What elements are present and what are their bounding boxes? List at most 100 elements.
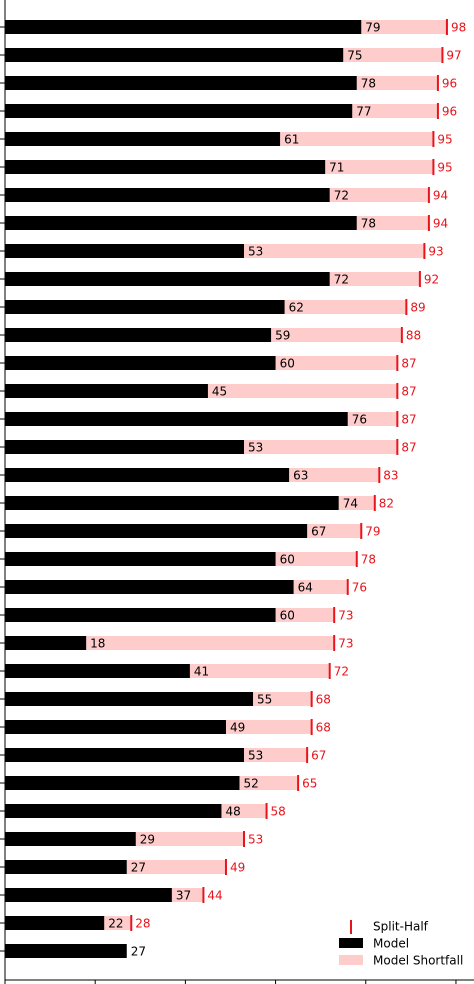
model-bar (5, 748, 245, 762)
model-bar (5, 132, 281, 146)
model-bar (5, 636, 87, 650)
model-value-label: 72 (334, 189, 349, 203)
model-value-label: 72 (334, 273, 349, 287)
model-bar (5, 468, 290, 482)
model-value-label: 74 (343, 497, 358, 511)
model-bar (5, 440, 245, 454)
shortfall-bar (189, 664, 330, 678)
model-bar (5, 552, 276, 566)
shortfall-bar (104, 916, 132, 930)
shortfall-bar (289, 468, 380, 482)
split-half-value-label: 73 (338, 637, 353, 651)
split-half-value-label: 87 (401, 357, 416, 371)
model-value-label: 53 (248, 749, 263, 763)
model-bar (5, 916, 105, 930)
model-value-label: 22 (108, 917, 123, 931)
shortfall-bar (275, 552, 357, 566)
shortfall-bar (329, 188, 429, 202)
model-bar (5, 20, 362, 34)
legend-model-swatch (339, 938, 363, 948)
split-half-value-label: 98 (451, 21, 466, 35)
shortfall-bar (352, 104, 438, 118)
model-value-label: 62 (289, 301, 304, 315)
split-half-value-label: 68 (316, 693, 331, 707)
model-bar (5, 272, 330, 286)
model-bar (5, 608, 276, 622)
split-half-value-label: 28 (135, 917, 150, 931)
split-half-value-label: 94 (433, 189, 448, 203)
model-bar (5, 160, 326, 174)
shortfall-bar (325, 160, 434, 174)
split-half-value-label: 72 (334, 665, 349, 679)
model-value-label: 67 (311, 525, 326, 539)
model-value-label: 60 (280, 553, 295, 567)
model-value-label: 55 (257, 693, 272, 707)
shortfall-bar (280, 132, 434, 146)
model-value-label: 64 (298, 581, 313, 595)
split-half-value-label: 58 (271, 805, 286, 819)
split-half-value-label: 83 (383, 469, 398, 483)
shortfall-bar (271, 328, 402, 342)
split-half-value-label: 88 (406, 329, 421, 343)
model-value-label: 61 (284, 133, 299, 147)
model-bar (5, 888, 172, 902)
model-bar (5, 328, 272, 342)
model-value-label: 37 (176, 889, 191, 903)
model-value-label: 63 (293, 469, 308, 483)
model-bar (5, 832, 136, 846)
split-half-value-label: 94 (433, 217, 448, 231)
shortfall-bar (171, 888, 204, 902)
legend-label: Split-Half (373, 920, 429, 934)
shortfall-bar (361, 20, 447, 34)
model-bar (5, 692, 254, 706)
legend-shortfall-swatch (339, 955, 363, 965)
shortfall-bar (356, 216, 429, 230)
shortfall-bar (347, 412, 398, 426)
shortfall-bar (239, 776, 299, 790)
split-half-value-label: 79 (365, 525, 380, 539)
model-value-label: 59 (275, 329, 290, 343)
model-bar (5, 188, 330, 202)
shortfall-bar (244, 244, 425, 258)
model-bar (5, 104, 353, 118)
model-value-label: 79 (365, 21, 380, 35)
legend-label: Model (373, 937, 409, 951)
model-value-label: 52 (244, 777, 259, 791)
split-half-value-label: 89 (410, 301, 425, 315)
model-value-label: 60 (280, 609, 295, 623)
split-half-value-label: 87 (401, 441, 416, 455)
split-half-value-label: 68 (316, 721, 331, 735)
split-half-value-label: 53 (248, 833, 263, 847)
shortfall-bar (275, 356, 398, 370)
shortfall-bar (207, 384, 398, 398)
model-bar (5, 860, 127, 874)
model-bar (5, 496, 339, 510)
shortfall-bar (307, 524, 362, 538)
shortfall-bar (253, 692, 312, 706)
model-value-label: 27 (131, 861, 146, 875)
model-bar (5, 300, 285, 314)
shortfall-bar (244, 748, 308, 762)
model-value-label: 41 (194, 665, 209, 679)
shortfall-bar (284, 300, 407, 314)
model-value-label: 60 (280, 357, 295, 371)
split-half-value-label: 97 (446, 49, 461, 63)
split-half-value-label: 44 (207, 889, 222, 903)
model-bar (5, 664, 190, 678)
model-bar (5, 48, 344, 62)
model-value-label: 71 (329, 161, 344, 175)
split-half-value-label: 65 (302, 777, 317, 791)
model-value-label: 53 (248, 441, 263, 455)
model-bar (5, 524, 308, 538)
split-half-value-label: 95 (437, 133, 452, 147)
split-half-value-label: 67 (311, 749, 326, 763)
model-bar (5, 384, 208, 398)
model-bar (5, 804, 222, 818)
split-half-value-label: 93 (428, 245, 443, 259)
model-value-label: 53 (248, 245, 263, 259)
model-value-label: 18 (90, 637, 105, 651)
split-half-value-label: 76 (352, 581, 367, 595)
model-bar (5, 76, 357, 90)
split-half-value-label: 96 (442, 77, 457, 91)
